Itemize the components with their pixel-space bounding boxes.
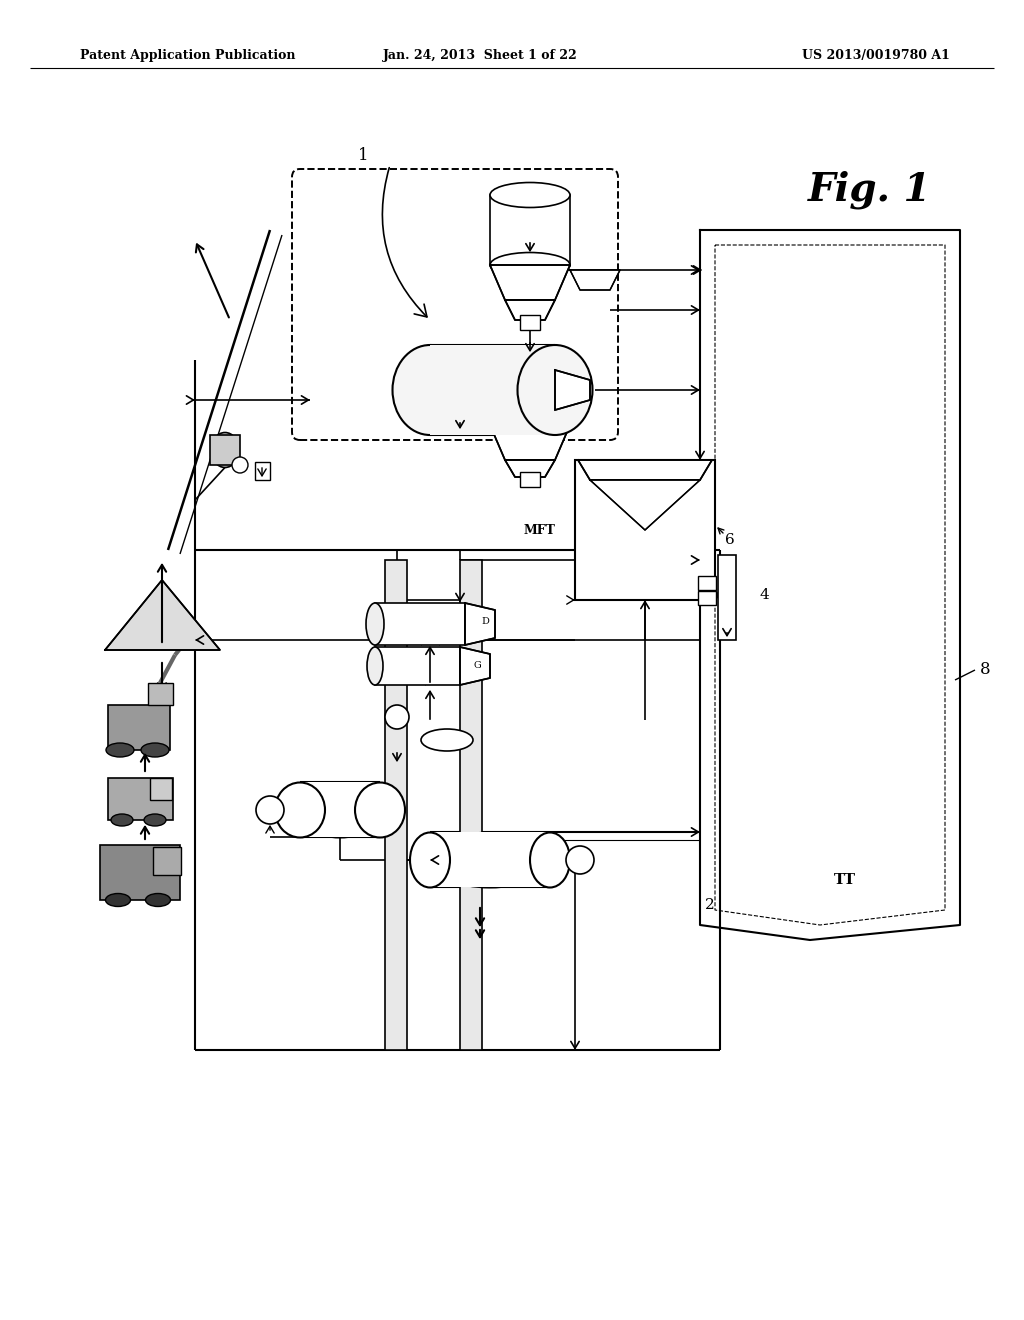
Ellipse shape (392, 345, 468, 436)
Ellipse shape (275, 783, 325, 837)
Polygon shape (460, 647, 490, 685)
Bar (520, 473, 540, 487)
Text: TT: TT (834, 873, 856, 887)
Circle shape (385, 705, 409, 729)
Polygon shape (570, 271, 620, 290)
Bar (300, 781, 380, 837)
Ellipse shape (105, 894, 130, 907)
Ellipse shape (530, 833, 570, 887)
Bar (490, 360, 570, 425)
Ellipse shape (410, 833, 450, 887)
Polygon shape (578, 459, 712, 480)
Bar (100, 845, 180, 900)
Polygon shape (555, 370, 590, 411)
Polygon shape (465, 603, 495, 645)
Bar (385, 560, 407, 1049)
Polygon shape (105, 579, 220, 649)
Bar (575, 459, 715, 601)
Text: Patent Application Publication: Patent Application Publication (80, 49, 296, 62)
Ellipse shape (145, 894, 171, 907)
Text: Fig. 1: Fig. 1 (808, 170, 932, 210)
Ellipse shape (366, 603, 384, 645)
Polygon shape (490, 425, 570, 459)
Ellipse shape (490, 348, 570, 371)
Circle shape (566, 846, 594, 874)
Ellipse shape (111, 814, 133, 826)
Ellipse shape (490, 414, 570, 436)
Ellipse shape (490, 182, 570, 207)
Circle shape (232, 457, 248, 473)
Ellipse shape (106, 743, 134, 756)
Polygon shape (505, 459, 555, 477)
Bar (698, 576, 716, 590)
Text: G: G (473, 660, 481, 669)
Text: MFT: MFT (523, 524, 555, 536)
Bar (255, 462, 270, 480)
Bar (698, 591, 716, 605)
Circle shape (256, 796, 284, 824)
Bar (108, 777, 173, 820)
FancyArrowPatch shape (382, 168, 427, 317)
Text: Jan. 24, 2013  Sheet 1 of 22: Jan. 24, 2013 Sheet 1 of 22 (383, 49, 578, 62)
Bar (108, 705, 170, 750)
Bar (150, 777, 172, 800)
Text: D: D (481, 618, 488, 627)
Bar (520, 315, 540, 330)
Bar (153, 847, 181, 875)
Bar (148, 682, 173, 705)
Text: 4: 4 (760, 587, 770, 602)
Ellipse shape (517, 345, 593, 436)
Bar (375, 647, 460, 685)
Ellipse shape (141, 743, 169, 756)
Text: 1: 1 (358, 147, 369, 164)
Bar (375, 603, 465, 645)
Ellipse shape (355, 783, 406, 837)
Text: 2: 2 (706, 898, 715, 912)
Bar (430, 345, 550, 436)
Bar (430, 832, 550, 887)
Bar (210, 436, 240, 465)
Text: US 2013/0019780 A1: US 2013/0019780 A1 (802, 49, 950, 62)
Ellipse shape (367, 647, 383, 685)
Polygon shape (590, 480, 700, 531)
Text: 6: 6 (725, 533, 735, 546)
Ellipse shape (430, 833, 550, 887)
Bar (460, 560, 482, 1049)
Bar (490, 195, 570, 265)
Ellipse shape (421, 729, 473, 751)
Text: 8: 8 (980, 661, 990, 678)
Ellipse shape (490, 252, 570, 277)
Bar (718, 554, 736, 640)
Ellipse shape (296, 783, 384, 837)
Polygon shape (490, 265, 570, 300)
Ellipse shape (144, 814, 166, 826)
Ellipse shape (211, 433, 239, 467)
Polygon shape (505, 300, 555, 319)
